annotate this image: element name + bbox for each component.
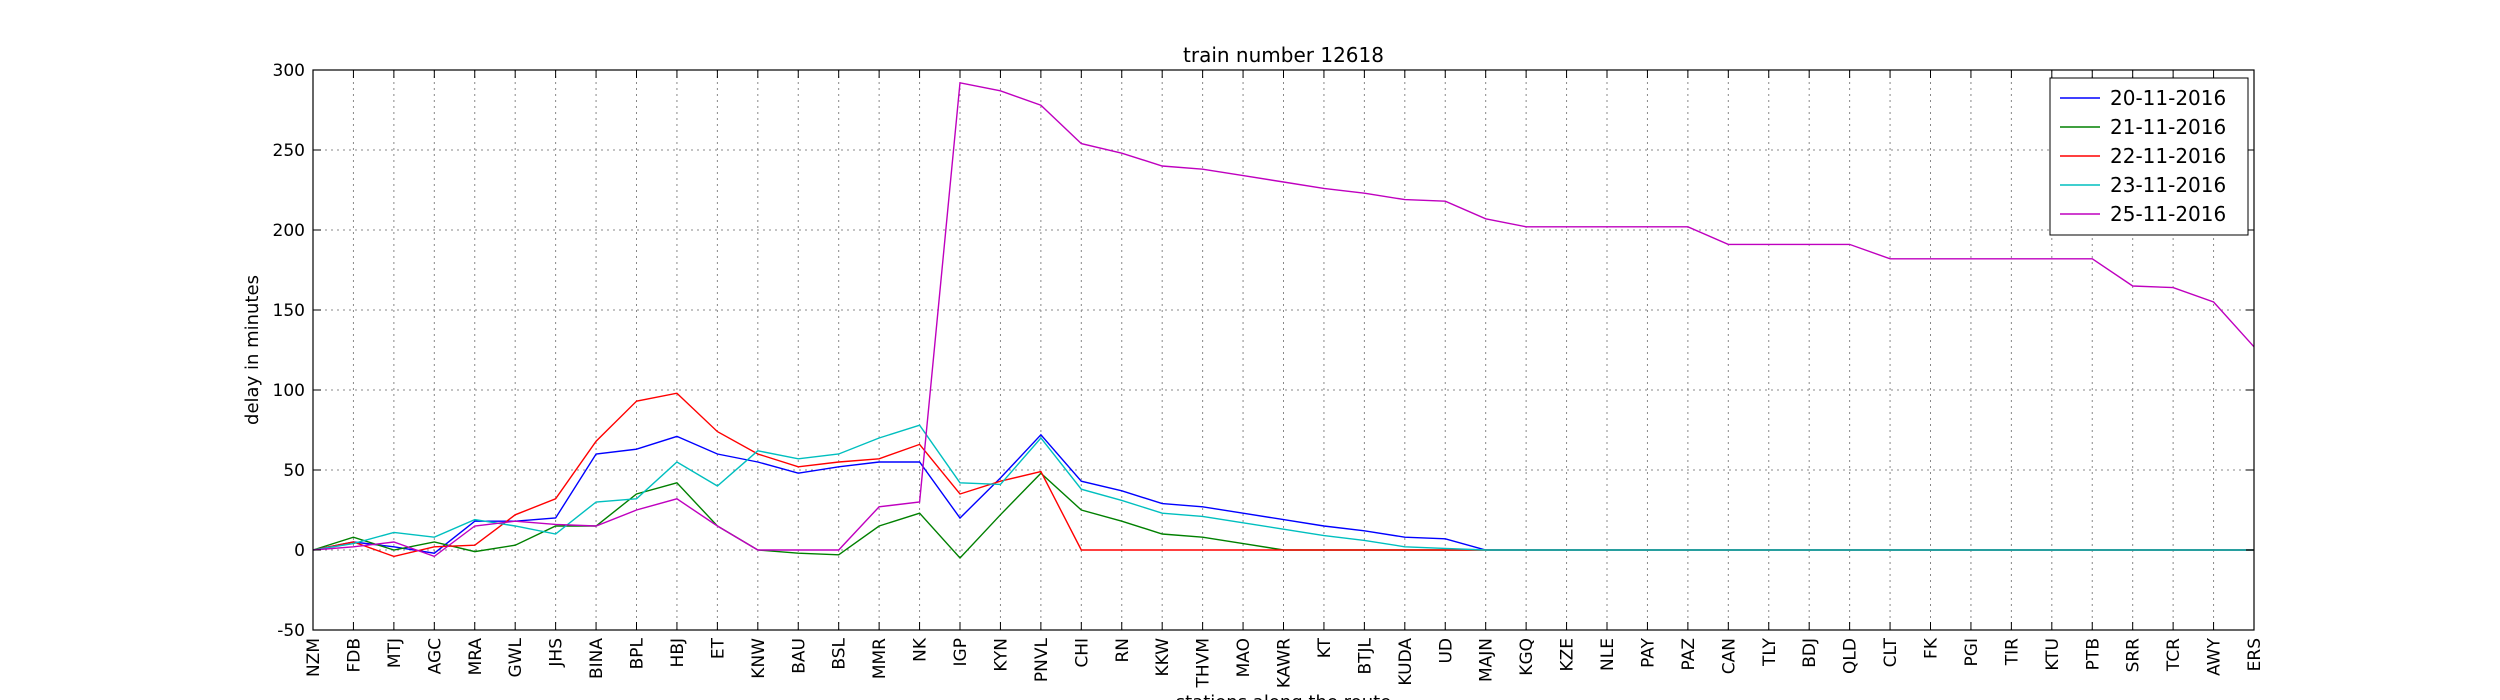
legend-label: 25-11-2016: [2110, 202, 2226, 226]
x-tick-label: TLY: [1760, 637, 1780, 667]
y-axis-ticks: -50 0 50 100 150 200 250 300: [273, 61, 2254, 641]
x-tick-label: SRR: [2124, 638, 2144, 673]
x-tick-label: KYN: [991, 638, 1011, 672]
y-tick-label: 250: [273, 141, 305, 161]
x-tick-label: AWY: [2205, 637, 2225, 676]
x-tick-label: NK: [911, 637, 931, 662]
legend: 20-11-2016 21-11-2016 22-11-2016 23-11-2016…: [2049, 77, 2249, 236]
x-tick-label: CHI: [1072, 638, 1092, 668]
x-tick-label: KTU: [2043, 638, 2063, 671]
x-tick-label: HBJ: [668, 638, 688, 667]
x-tick-label: RN: [1113, 638, 1133, 663]
x-axis-ticks: NZM FDB MTJ AGC MRA GWL JHS BINA BPL HBJ ET KNW BAU B…: [304, 70, 2265, 688]
x-tick-label: THVM: [1194, 638, 1214, 688]
x-axis-label: stations along the route: [1176, 692, 1391, 700]
y-tick-label: 200: [273, 221, 305, 241]
x-tick-label: CAN: [1719, 638, 1739, 674]
x-tick-label: BPL: [628, 637, 648, 669]
x-tick-label: BTJL: [1355, 637, 1375, 674]
x-tick-label: FDB: [344, 638, 364, 673]
y-tick-label: 50: [283, 461, 305, 481]
grid-lines: [312, 69, 2255, 631]
x-tick-label: PTB: [2083, 638, 2103, 670]
x-tick-label: PAY: [1638, 637, 1658, 667]
y-tick-label: -50: [277, 621, 305, 641]
legend-label: 21-11-2016: [2110, 115, 2226, 139]
x-tick-label: BSL: [830, 637, 850, 669]
y-axis-label: delay in minutes: [242, 275, 263, 425]
series-line-25-11-2016: [312, 81, 2255, 558]
x-tick-label: ET: [708, 637, 728, 659]
y-tick-label: 150: [273, 301, 305, 321]
y-tick-label: 0: [294, 541, 305, 561]
x-tick-label: MMR: [870, 638, 890, 679]
x-tick-label: KNW: [749, 638, 769, 679]
x-tick-label: MAO: [1234, 638, 1254, 677]
x-tick-label: FK: [1922, 637, 1942, 659]
series-line-22-11-2016: [312, 392, 2254, 558]
x-tick-label: IGP: [951, 638, 971, 666]
x-tick-label: NLE: [1598, 638, 1618, 671]
x-tick-label: NZM: [304, 638, 324, 677]
chart-title: train number 12618: [1183, 43, 1384, 67]
x-tick-label: PAZ: [1679, 638, 1699, 670]
x-tick-label: PNVL: [1032, 637, 1052, 682]
y-tick-label: 300: [273, 61, 305, 81]
series-lines: [312, 81, 2255, 560]
x-tick-label: KAWR: [1275, 638, 1295, 688]
x-tick-label: JHS: [547, 638, 567, 668]
x-tick-label: BAU: [789, 638, 809, 674]
x-tick-label: KGQ: [1517, 638, 1537, 676]
x-tick-label: GWL: [506, 637, 526, 677]
x-tick-label: UD: [1436, 638, 1456, 664]
x-tick-label: KT: [1315, 637, 1335, 658]
x-tick-label: TIR: [2002, 638, 2022, 666]
x-tick-label: KKW: [1153, 638, 1173, 677]
x-tick-label: KUDA: [1396, 638, 1416, 686]
x-tick-label: MRA: [466, 638, 486, 676]
series-line-23-11-2016: [312, 424, 2254, 551]
x-tick-label: CLT: [1881, 637, 1901, 667]
legend-label: 20-11-2016: [2110, 86, 2226, 110]
legend-label: 22-11-2016: [2110, 144, 2226, 168]
x-tick-label: BINA: [587, 638, 607, 679]
x-tick-label: QLD: [1841, 638, 1861, 674]
x-tick-label: MAJN: [1477, 638, 1497, 682]
y-tick-label: 100: [273, 381, 305, 401]
x-tick-label: KZE: [1558, 638, 1578, 672]
x-tick-label: AGC: [425, 638, 445, 674]
x-tick-label: MTJ: [385, 638, 405, 668]
x-tick-label: ERS: [2245, 638, 2265, 671]
series-line-20-11-2016: [312, 433, 2254, 554]
legend-label: 23-11-2016: [2110, 173, 2226, 197]
x-tick-label: BDJ: [1800, 638, 1820, 668]
x-tick-label: TCR: [2164, 638, 2184, 672]
x-tick-label: PGI: [1962, 638, 1982, 666]
